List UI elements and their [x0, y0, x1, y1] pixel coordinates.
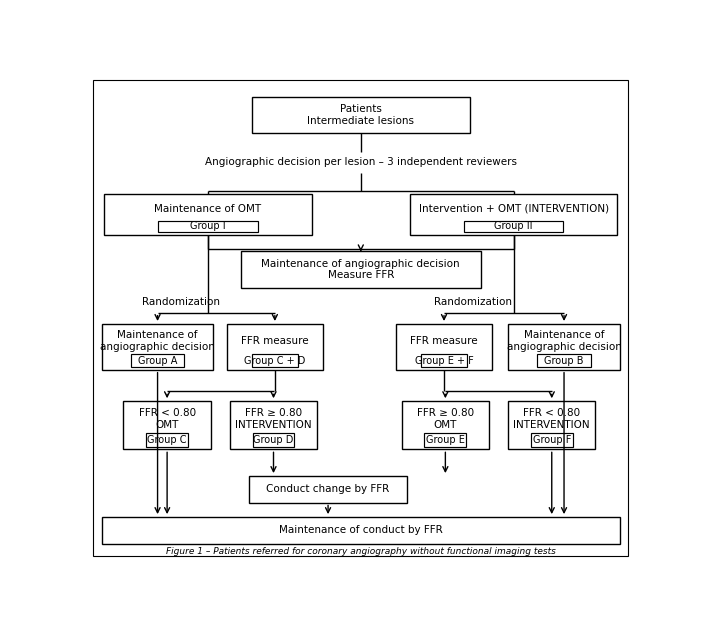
Text: Randomization: Randomization	[142, 297, 220, 307]
Text: Group I: Group I	[190, 221, 226, 231]
Bar	[508, 401, 596, 450]
Text: Group II: Group II	[494, 221, 533, 231]
Bar	[402, 401, 489, 450]
Bar	[421, 354, 467, 367]
Text: Group B: Group B	[544, 356, 584, 366]
Text: Group E + F: Group E + F	[415, 356, 473, 366]
Bar	[508, 324, 620, 370]
Text: FFR < 0.80
INTERVENTION: FFR < 0.80 INTERVENTION	[513, 408, 590, 429]
Bar	[131, 354, 184, 367]
Bar	[425, 433, 466, 446]
Bar	[464, 221, 563, 232]
Bar	[249, 476, 407, 502]
Text: Maintenance of angiographic decision
Measure FFR: Maintenance of angiographic decision Mea…	[261, 259, 460, 280]
Text: FFR < 0.80
OMT: FFR < 0.80 OMT	[139, 408, 196, 429]
Bar	[158, 221, 258, 232]
Bar	[101, 324, 213, 370]
Bar	[230, 401, 318, 450]
Text: Group E: Group E	[426, 435, 465, 445]
Bar	[101, 517, 620, 544]
Text: Maintenance of OMT: Maintenance of OMT	[154, 204, 262, 214]
Text: FFR measure: FFR measure	[410, 336, 478, 346]
Bar	[531, 433, 573, 446]
Text: Maintenance of conduct by FFR: Maintenance of conduct by FFR	[279, 525, 443, 535]
Bar	[227, 324, 322, 370]
Bar	[241, 251, 481, 288]
Text: Group C: Group C	[147, 435, 187, 445]
Text: FFR measure: FFR measure	[241, 336, 308, 346]
Bar	[253, 433, 294, 446]
Bar	[252, 97, 470, 133]
Bar	[252, 354, 298, 367]
Text: Group F: Group F	[532, 435, 571, 445]
Bar	[146, 433, 188, 446]
Text: Patients
Intermediate lesions: Patients Intermediate lesions	[308, 104, 414, 126]
Bar	[123, 401, 210, 450]
Bar	[396, 324, 491, 370]
Text: Maintenance of
angiographic decision: Maintenance of angiographic decision	[100, 330, 215, 352]
Text: Angiographic decision per lesion – 3 independent reviewers: Angiographic decision per lesion – 3 ind…	[205, 157, 517, 167]
Bar	[537, 354, 591, 367]
Text: Group D: Group D	[253, 435, 294, 445]
Bar	[104, 194, 312, 234]
Text: Figure 1 – Patients referred for coronary angiography without functional imaging: Figure 1 – Patients referred for coronar…	[166, 547, 555, 556]
Text: Group C + D: Group C + D	[244, 356, 306, 366]
Bar	[410, 194, 617, 234]
Text: FFR ≥ 0.80
INTERVENTION: FFR ≥ 0.80 INTERVENTION	[235, 408, 312, 429]
Text: Conduct change by FFR: Conduct change by FFR	[266, 484, 390, 494]
Text: FFR ≥ 0.80
OMT: FFR ≥ 0.80 OMT	[417, 408, 474, 429]
Text: Intervention + OMT (INTERVENTION): Intervention + OMT (INTERVENTION)	[418, 204, 609, 214]
Text: Group A: Group A	[138, 356, 177, 366]
Text: Randomization: Randomization	[434, 297, 512, 307]
Text: Maintenance of
angiographic decision: Maintenance of angiographic decision	[507, 330, 622, 352]
